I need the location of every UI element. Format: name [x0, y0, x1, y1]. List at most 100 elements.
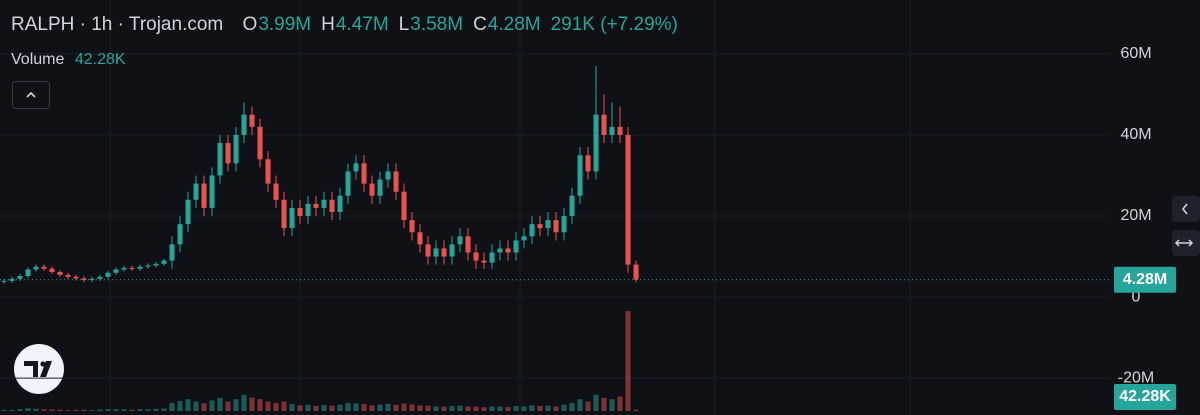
candle-body — [289, 207, 295, 229]
volume-bar — [305, 404, 311, 411]
volume-bar — [225, 401, 231, 411]
volume-bar — [17, 409, 23, 411]
volume-bar — [369, 405, 375, 411]
candle-body — [33, 266, 39, 270]
candle-body — [65, 274, 71, 277]
candle-body — [1, 280, 7, 282]
volume-bar — [585, 401, 591, 411]
volume-bar — [489, 406, 495, 411]
volume-bar — [577, 399, 583, 411]
volume-bar — [233, 399, 239, 411]
candle-body — [553, 220, 559, 233]
volume-bar — [505, 406, 511, 411]
volume-bar — [353, 403, 359, 411]
ohlc-value: 4.47M — [335, 14, 389, 35]
logo-dot — [40, 361, 46, 367]
candle-body — [449, 244, 455, 257]
volume-badge-label: 42.28K — [1119, 388, 1171, 405]
volume-bar — [449, 406, 455, 411]
candle-body — [185, 199, 191, 225]
candle-body — [425, 244, 431, 257]
price-badge — [1114, 266, 1176, 293]
candle-body — [377, 179, 383, 196]
volume-bar — [457, 405, 463, 411]
y-tick-label: 20M — [1120, 207, 1151, 224]
tv-logo — [14, 344, 64, 394]
volume-bar — [33, 408, 39, 411]
ohlc-key: C — [473, 14, 487, 35]
candles — [1, 66, 639, 411]
candle-body — [297, 207, 303, 217]
candle-body — [73, 276, 79, 279]
ohlc-key: O — [242, 14, 258, 35]
volume-bar — [481, 407, 487, 411]
volume-badge — [1114, 384, 1176, 410]
candle-body — [505, 248, 511, 253]
volume-bar — [465, 406, 471, 411]
symbol-title: RALPH · 1h · Trojan.com — [11, 14, 224, 35]
volume-bar — [217, 397, 223, 411]
y-tick-label: -20M — [1118, 369, 1154, 386]
volume-bar — [241, 394, 247, 411]
candle-body — [161, 260, 167, 264]
candle-body — [585, 155, 591, 172]
volume-bar — [273, 402, 279, 411]
volume-bar — [121, 409, 127, 411]
candle-body — [337, 195, 343, 212]
volume-bar — [1, 409, 7, 411]
candle-body — [625, 134, 631, 265]
candle-body — [177, 224, 183, 245]
y-tick-label: 0 — [1132, 288, 1141, 305]
candle-body — [393, 171, 399, 192]
volume-bar — [537, 406, 543, 411]
ohlc-key: H — [321, 14, 335, 35]
candle-body — [249, 114, 255, 127]
volume-bar — [169, 402, 175, 411]
volume-bar — [265, 401, 271, 411]
volume-bar — [337, 404, 343, 411]
chevron-icon — [1181, 203, 1188, 215]
candle-body — [353, 163, 359, 172]
candle-body — [113, 269, 119, 273]
collapse-button[interactable] — [12, 81, 50, 109]
candle-body — [233, 134, 239, 164]
ohlc-key: L — [398, 14, 410, 35]
volume-bar — [593, 394, 599, 411]
volume-bar — [401, 403, 407, 411]
volume-bar — [329, 405, 335, 411]
candle-body — [473, 252, 479, 261]
candle-body — [57, 271, 63, 275]
candle-body — [361, 163, 367, 184]
candle-body — [465, 236, 471, 253]
legend: RALPH · 1h · Trojan.com O3.99M H4.47M L3.5… — [11, 14, 688, 36]
volume-bar — [193, 401, 199, 411]
scroll-button[interactable] — [1172, 196, 1200, 222]
candle-body — [273, 183, 279, 200]
candle-body — [129, 267, 135, 269]
candle-body — [265, 159, 271, 184]
candle-body — [17, 275, 23, 279]
volume-bar — [153, 408, 159, 411]
candle-body — [49, 268, 55, 272]
volume-bar — [625, 311, 631, 411]
candle-body — [529, 224, 535, 237]
side-buttons — [1172, 196, 1200, 256]
candle-body — [417, 232, 423, 245]
candle-body — [345, 171, 351, 196]
price-badge-label: 4.28M — [1123, 271, 1167, 288]
candle-body — [577, 155, 583, 196]
candle-body — [617, 126, 623, 135]
volume-bar — [513, 406, 519, 411]
volume-bar — [441, 406, 447, 411]
volume-bar — [297, 405, 303, 411]
candle-body — [497, 248, 503, 253]
candle-body — [313, 203, 319, 208]
volume-bar — [521, 406, 527, 411]
candle-body — [513, 240, 519, 253]
candle-body — [105, 272, 111, 277]
candle-body — [409, 220, 415, 233]
y-axis: 60M 40M 20M 0 -20M — [0, 45, 1154, 386]
volume-bar — [65, 410, 71, 411]
candle-body — [489, 252, 495, 263]
